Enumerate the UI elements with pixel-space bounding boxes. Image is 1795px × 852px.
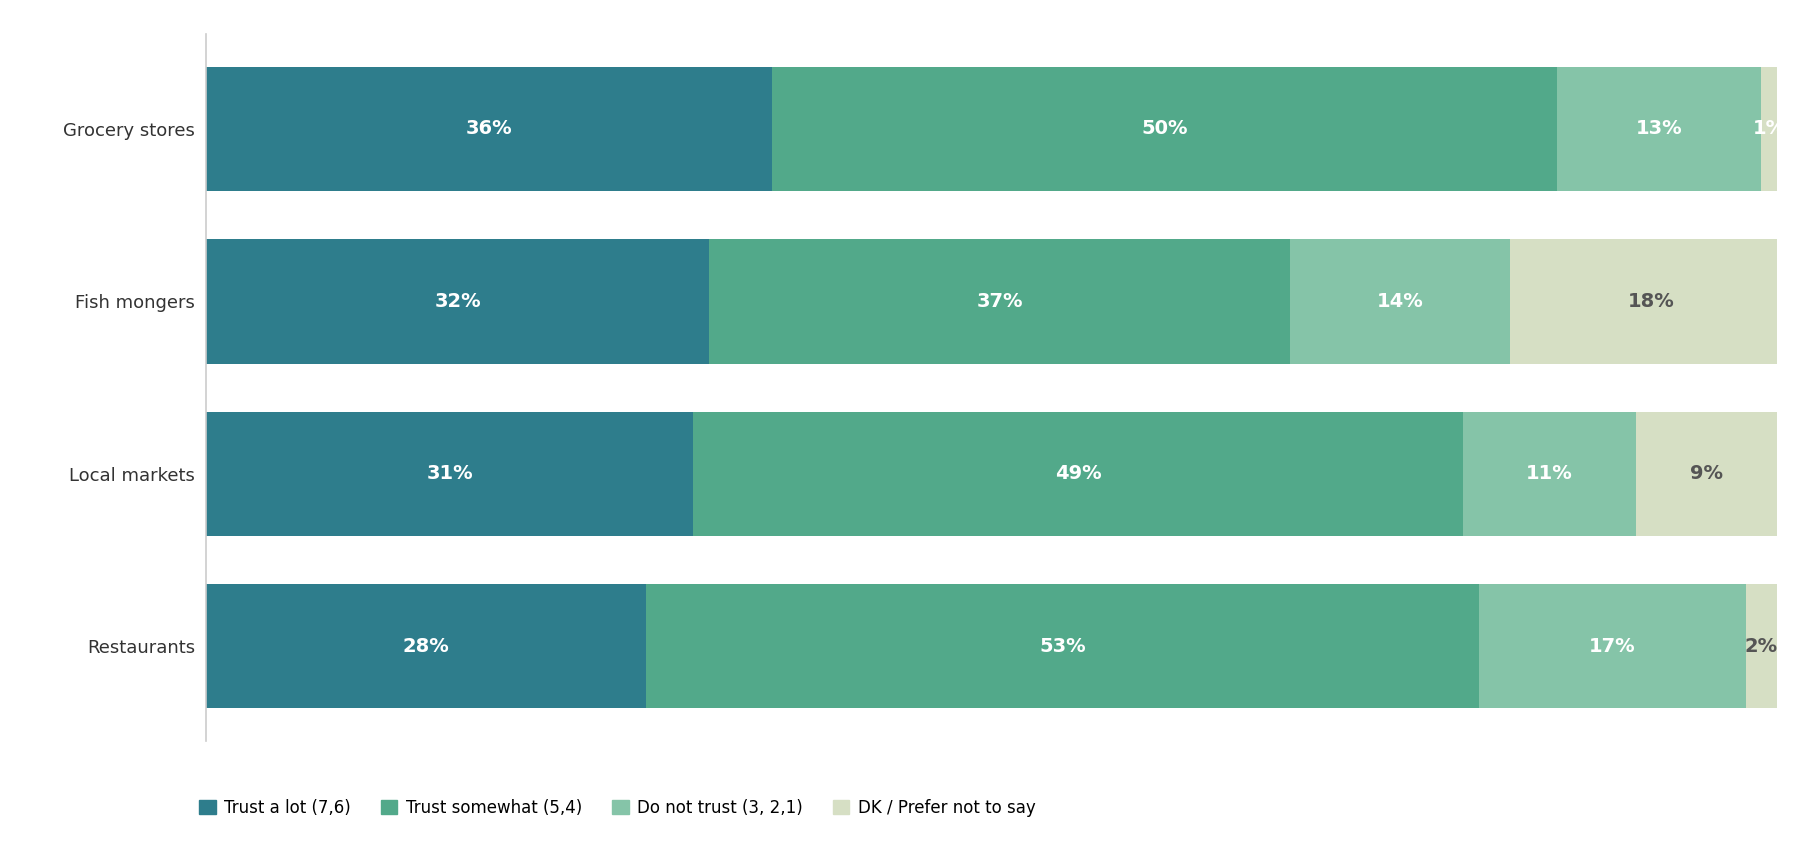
Text: 9%: 9% (1689, 464, 1723, 483)
Text: 53%: 53% (1039, 637, 1086, 656)
Bar (206, 412, 693, 536)
Text: 36%: 36% (467, 119, 512, 138)
Text: 49%: 49% (1055, 464, 1102, 483)
Bar (693, 412, 1463, 536)
Bar (1556, 66, 1761, 191)
Bar (206, 66, 772, 191)
Text: 37%: 37% (976, 292, 1023, 311)
Bar (1479, 584, 1745, 709)
Text: 28%: 28% (402, 637, 451, 656)
Legend: Trust a lot (7,6), Trust somewhat (5,4), Do not trust (3, 2,1), DK / Prefer not : Trust a lot (7,6), Trust somewhat (5,4),… (199, 799, 1036, 817)
Text: 14%: 14% (1377, 292, 1423, 311)
Text: 31%: 31% (427, 464, 474, 483)
Bar (206, 239, 709, 364)
Bar (1463, 412, 1635, 536)
Text: 18%: 18% (1628, 292, 1675, 311)
Text: 13%: 13% (1635, 119, 1682, 138)
Bar (1635, 412, 1777, 536)
Bar (1761, 66, 1777, 191)
Bar (1291, 239, 1510, 364)
Text: 17%: 17% (1589, 637, 1635, 656)
Bar (709, 239, 1291, 364)
Bar (646, 584, 1479, 709)
Text: 2%: 2% (1745, 637, 1777, 656)
Bar (206, 584, 646, 709)
Text: 32%: 32% (434, 292, 481, 311)
Text: 1%: 1% (1752, 119, 1786, 138)
Bar (1510, 239, 1793, 364)
Bar (772, 66, 1558, 191)
Text: 50%: 50% (1142, 119, 1188, 138)
Bar (1745, 584, 1777, 709)
Text: 11%: 11% (1526, 464, 1572, 483)
